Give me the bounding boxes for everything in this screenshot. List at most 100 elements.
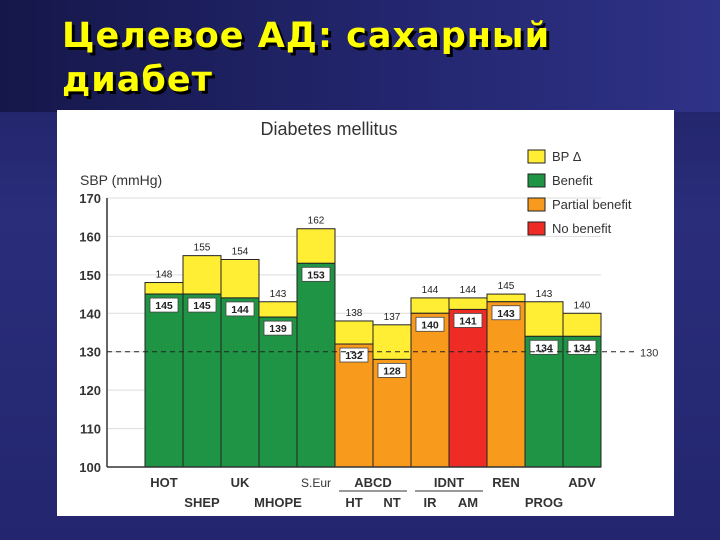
- treated-value-box: [415, 316, 445, 332]
- trial-bar-group: 143 139: [258, 289, 298, 468]
- y-tick-label: 140: [79, 306, 101, 321]
- y-tick-label: 150: [79, 268, 101, 283]
- treated-value-box: [149, 297, 179, 313]
- y-axis-label: SBP (mmHg): [80, 172, 162, 188]
- y-tick-labels: 100 110 120 130 140 150 160 170: [79, 191, 101, 475]
- control-value-label: 143: [536, 289, 553, 300]
- bp-delta-segment: [296, 228, 336, 264]
- control-value-label: 140: [574, 300, 591, 311]
- treated-value-box: [263, 320, 293, 336]
- x-tick-label: ADV: [568, 475, 596, 490]
- outcome-bar: [524, 335, 564, 468]
- reference-line-label: 130: [640, 348, 658, 360]
- legend-label: Partial benefit: [552, 197, 632, 212]
- treated-value-box: [567, 339, 597, 355]
- x-tick-label: HOT: [150, 475, 178, 490]
- treated-value-label: 153: [307, 269, 325, 281]
- trial-bar-group: 144 140: [410, 285, 450, 468]
- treated-value-box: [491, 305, 521, 321]
- control-value-label: 162: [308, 216, 325, 227]
- x-tick-label: IR: [424, 495, 438, 510]
- y-tick-label: 100: [79, 460, 101, 475]
- legend-label: BP Δ: [552, 149, 582, 164]
- treated-value-label: 144: [231, 304, 249, 316]
- trial-bar-group: 144 141: [448, 285, 488, 468]
- outcome-bar: [486, 301, 526, 468]
- x-tick-label: HT: [345, 495, 362, 510]
- legend-label: No benefit: [552, 221, 612, 236]
- bp-delta-segment: [486, 293, 526, 303]
- x-tick-labels: HOT UK S.Eur ABCD IDNT REN ADV SHEP MHOPE HT NT IR A…: [150, 475, 596, 510]
- bp-delta-segment: [524, 301, 564, 337]
- treated-value-box: [187, 297, 217, 313]
- control-value-label: 154: [232, 246, 249, 257]
- outcome-bar: [334, 343, 374, 468]
- trial-bar-group: 137 128: [372, 312, 412, 468]
- control-value-label: 138: [346, 308, 363, 319]
- y-tick-label: 120: [79, 383, 101, 398]
- treated-value-label: 134: [573, 342, 591, 354]
- treated-value-label: 134: [535, 342, 553, 354]
- treated-value-box: [301, 266, 331, 282]
- x-tick-label: UK: [231, 475, 250, 490]
- trial-bar-group: 145 143: [486, 281, 526, 468]
- bp-delta-segment: [334, 320, 374, 345]
- outcome-bar: [182, 293, 222, 468]
- treated-value-label: 143: [497, 308, 515, 320]
- trial-bar-group: 155 145: [182, 243, 222, 468]
- bp-delta-segment: [144, 282, 184, 295]
- bp-delta-segment: [258, 301, 298, 318]
- bp-delta-segment: [562, 312, 602, 337]
- control-value-label: 145: [498, 281, 515, 292]
- treated-value-label: 132: [345, 350, 363, 362]
- outcome-bar: [220, 297, 260, 468]
- bar-chart: Diabetes mellitus SBP (mmHg) 100 110 120 13…: [79, 119, 658, 510]
- treated-value-label: 128: [383, 365, 401, 377]
- legend-swatch: [527, 173, 546, 188]
- chart-panel: Diabetes mellitus SBP (mmHg) 100 110 120 13…: [57, 110, 674, 516]
- trial-bar-group: 138 132: [334, 308, 374, 468]
- title-band: [0, 0, 720, 112]
- x-tick-label: IDNT: [434, 475, 464, 490]
- outcome-bar: [144, 293, 184, 468]
- x-tick-label: ABCD: [354, 475, 392, 490]
- treated-value-box: [225, 301, 255, 317]
- treated-value-label: 145: [193, 300, 211, 312]
- bp-delta-segment: [448, 297, 488, 310]
- outcome-bar: [258, 316, 298, 468]
- outcome-bar: [296, 262, 336, 468]
- slide-title: Целевое АД: сахарный диабет: [62, 16, 551, 100]
- y-tick-label: 110: [80, 422, 101, 437]
- bp-delta-segment: [410, 297, 450, 314]
- x-tick-label: PROG: [525, 495, 563, 510]
- y-tick-label: 130: [79, 345, 101, 360]
- bp-delta-segment: [372, 324, 412, 360]
- legend-swatch: [527, 221, 546, 236]
- x-tick-label: SHEP: [184, 495, 220, 510]
- trial-bar-group: 148 145: [144, 270, 184, 468]
- chart-title: Diabetes mellitus: [260, 119, 397, 139]
- legend-label: Benefit: [552, 173, 593, 188]
- legend-swatch: [527, 149, 546, 164]
- x-tick-label: AM: [458, 495, 478, 510]
- treated-value-box: [529, 339, 559, 355]
- treated-value-label: 139: [269, 323, 287, 335]
- bp-delta-segment: [220, 258, 260, 299]
- control-value-label: 155: [194, 243, 211, 254]
- legend: BP Δ Benefit Partial benefit No benefit: [527, 149, 632, 236]
- treated-value-label: 141: [459, 315, 477, 327]
- trial-bar-group: 154 144: [220, 246, 260, 468]
- trial-bar-group: 162 153: [296, 216, 336, 468]
- outcome-bar: [562, 335, 602, 468]
- x-tick-label: MHOPE: [254, 495, 302, 510]
- control-value-label: 143: [270, 289, 287, 300]
- x-tick-label: REN: [492, 475, 519, 490]
- bp-delta-segment: [182, 255, 222, 295]
- outcome-bar: [410, 312, 450, 468]
- x-tick-label: S.Eur: [301, 476, 331, 490]
- treated-value-label: 145: [155, 300, 173, 312]
- x-tick-label: NT: [383, 495, 400, 510]
- treated-value-box: [377, 362, 407, 378]
- trial-bar-group: 143 134: [524, 289, 564, 468]
